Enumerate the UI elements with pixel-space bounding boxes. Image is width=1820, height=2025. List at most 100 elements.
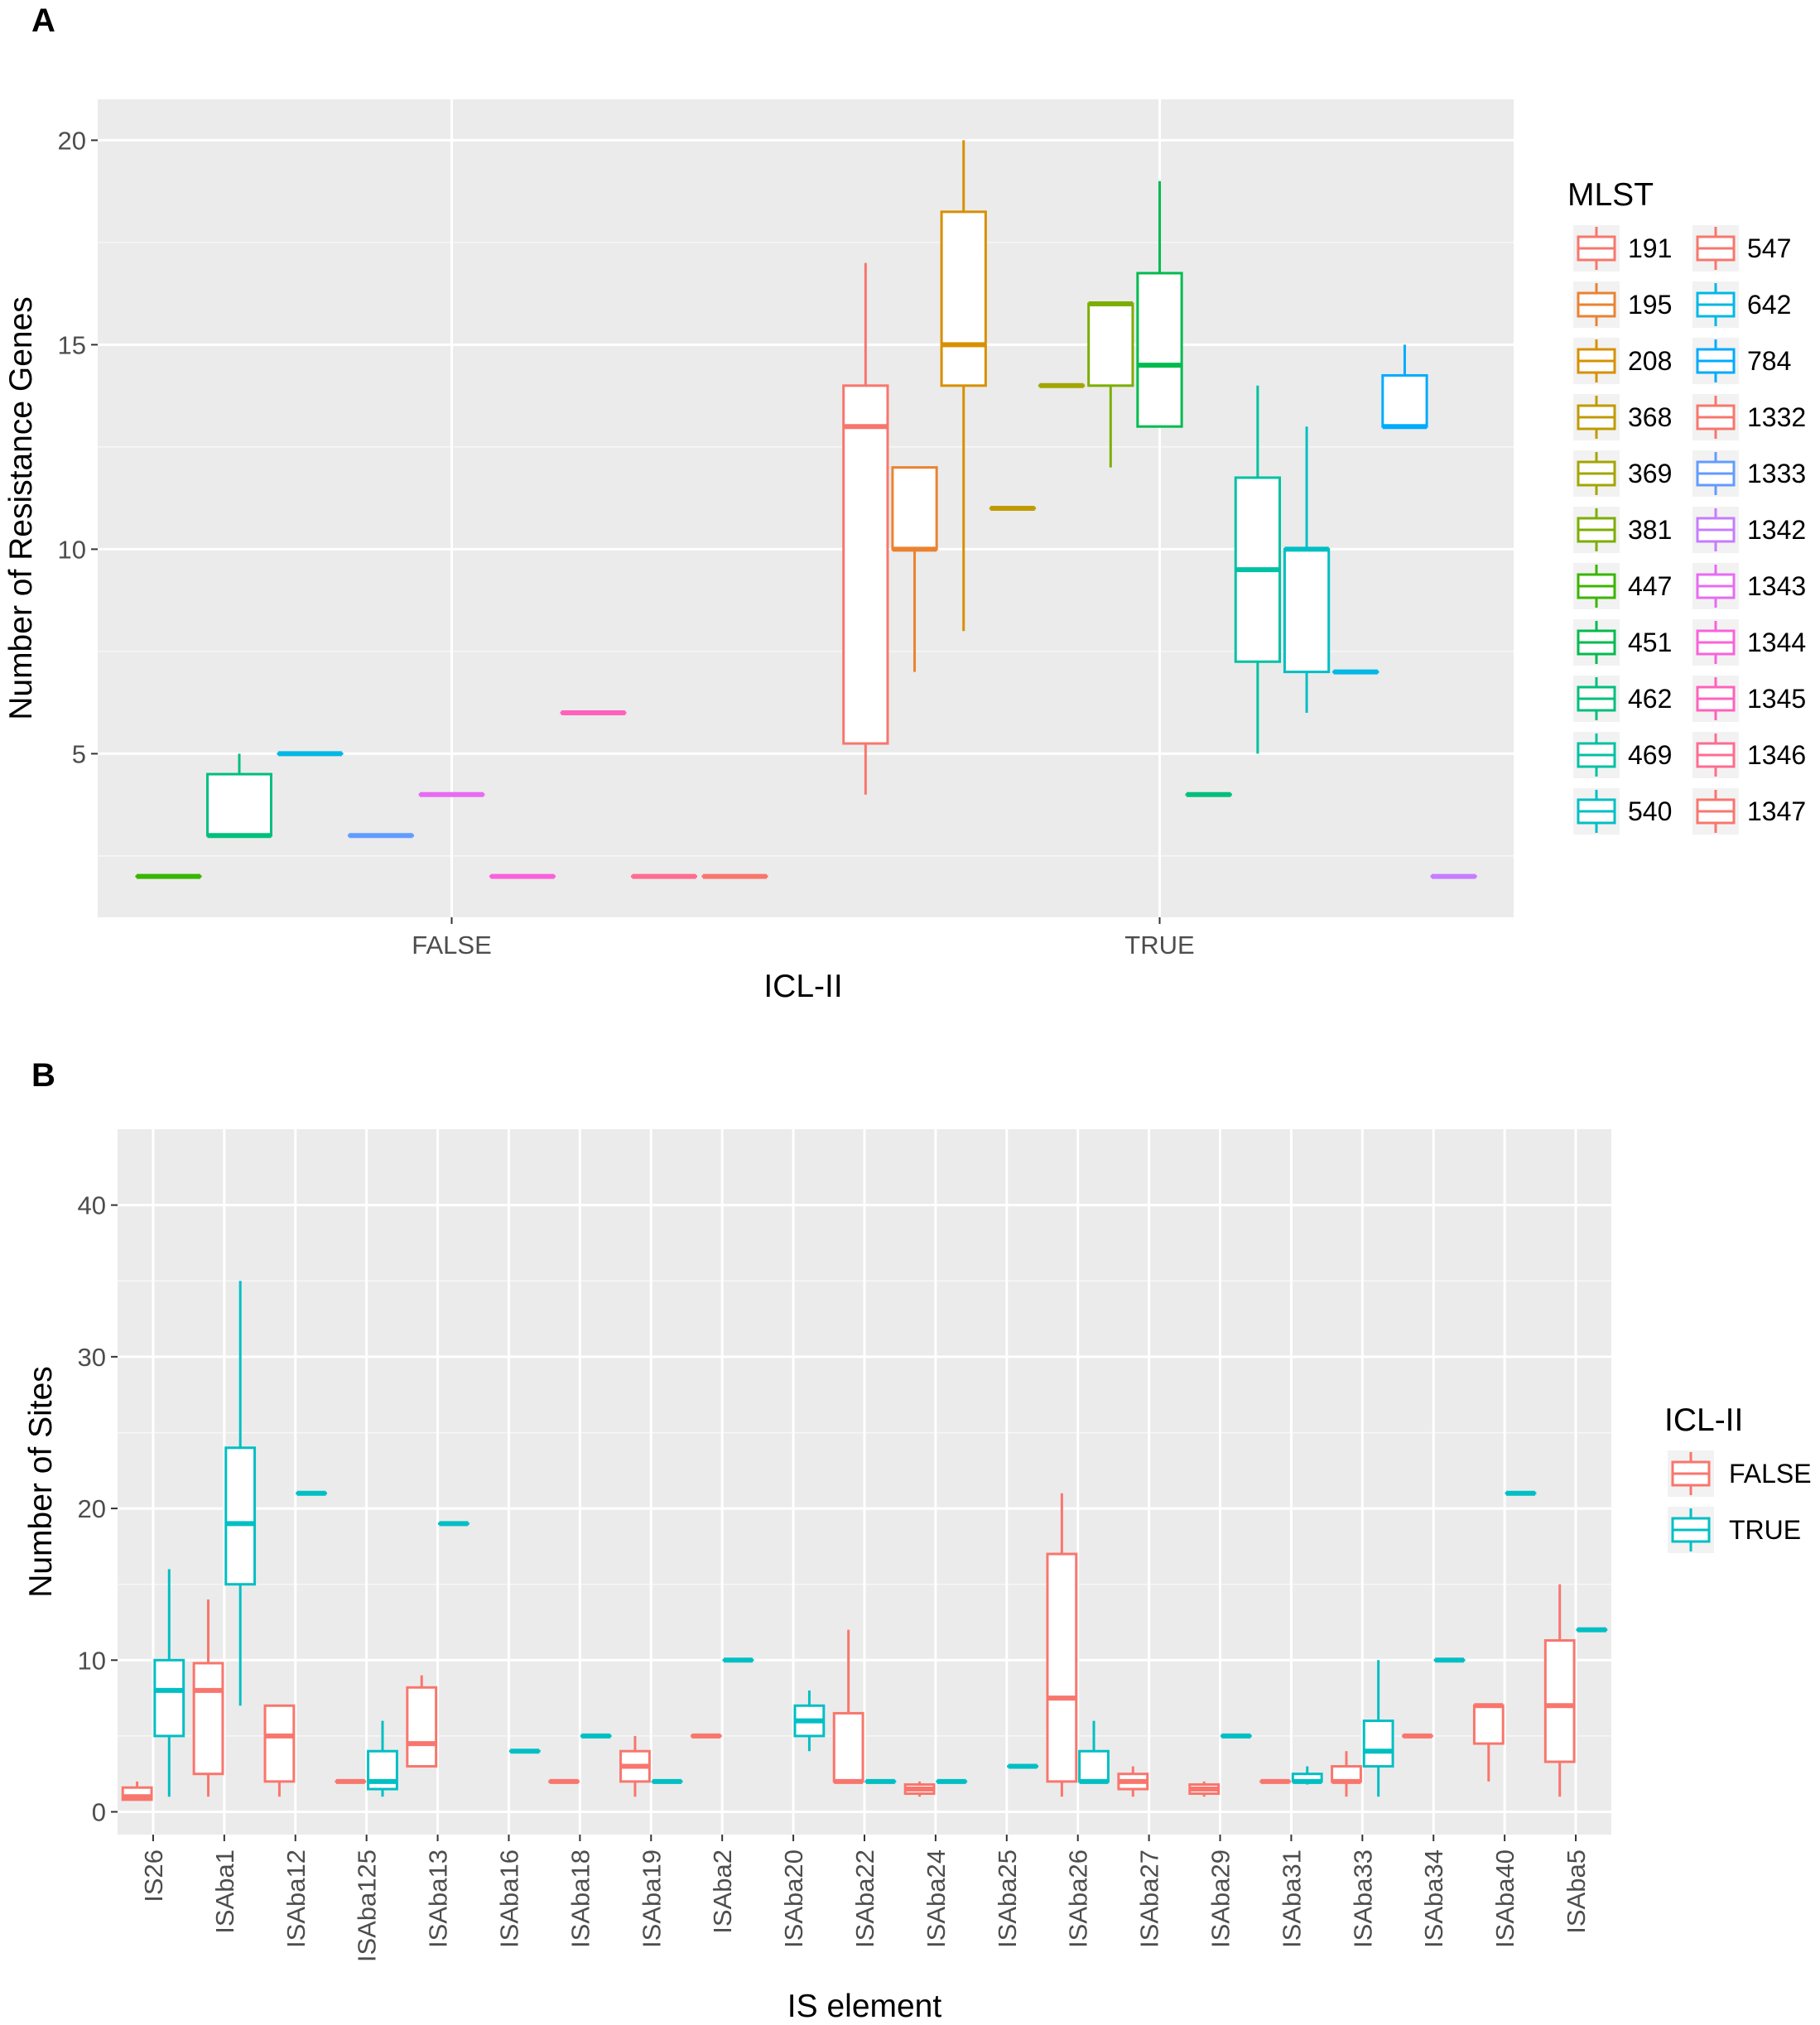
panel-a-y-ticks: 5 10 15 20 [58,126,98,768]
panel-a-x-axis-title: ICL-II [763,969,842,1004]
y-tick-label: 20 [78,1494,106,1523]
y-tick-label: 20 [58,126,86,155]
panel-a: A 5 10 15 20 FALSE TRUE ICL-II Number of Res… [3,2,1806,1004]
panel-b-x-axis-title: IS element [787,1989,942,2024]
legend-label-1333: 1333 [1747,459,1806,488]
y-tick-label: 10 [58,535,86,564]
box-mlst-208 [940,140,987,632]
legend-key-191 [1573,225,1620,272]
legend-key-208 [1573,338,1620,384]
box-body [1283,547,1331,674]
panel-a-y-axis-title: Number of Resistance Genes [3,296,39,720]
x-tick-label: FALSE [412,931,492,960]
box-body [1362,1720,1394,1768]
legend-key-547 [1692,225,1739,272]
x-tick-label: ISAba26 [1064,1849,1093,1948]
box-true-ISAba1 [224,1281,257,1706]
x-tick-label: ISAba12 [282,1849,311,1948]
panel-b-legend: FALSE TRUE [1668,1450,1812,1553]
box-false-ISAba24 [903,1781,936,1797]
panel-b-y-ticks: 0 10 20 30 40 [78,1191,118,1827]
legend-key-381 [1573,507,1620,553]
y-tick-label: 5 [72,739,86,768]
x-tick-label: IS26 [139,1849,168,1902]
box-body [832,1711,864,1783]
panel-b-legend-title: ICL-II [1664,1402,1743,1438]
panel-b-x-ticks: IS26 ISAba1 ISAba12 ISAba125 ISAba13 ISAba16 I… [139,1835,1591,1962]
panel-b: B 0 10 20 30 40 IS26 ISAba1 ISAba12 ISAba125 ISA… [23,1057,1812,2024]
legend-label-469: 469 [1628,740,1672,770]
x-tick-label: ISAba27 [1135,1849,1164,1948]
x-tick-label: ISAba33 [1348,1849,1377,1948]
box-true-ISAba31 [1291,1766,1323,1785]
legend-key-1333 [1692,450,1739,497]
legend-label-642: 642 [1747,290,1791,320]
panel-a-legend: 191 195 208 368 369 381 447 451 462 469 540 547 642 7… [1573,225,1806,835]
box-true-ISAba20 [793,1690,826,1752]
legend-label-true: TRUE [1729,1515,1801,1545]
x-tick-label: ISAba16 [494,1849,523,1948]
box-true-ISAba125 [367,1720,398,1797]
x-tick-label: ISAba2 [708,1849,737,1934]
legend-key-469 [1573,732,1620,778]
box-mlst-381 [1087,301,1134,468]
legend-key-540 [1573,788,1620,835]
legend-key-1342 [1692,507,1739,553]
box-body [1543,1638,1576,1763]
box-false-ISAba27 [1117,1766,1149,1797]
box-body [1381,373,1428,428]
legend-label-1344: 1344 [1747,628,1806,657]
x-tick-label: ISAba29 [1206,1849,1235,1948]
panel-b-boxes [121,1281,1608,1801]
box-body [1136,272,1183,428]
box-body [206,772,272,837]
legend-label-1345: 1345 [1747,684,1806,714]
legend-key-1344 [1692,619,1739,666]
x-tick-label: ISAba125 [353,1849,382,1962]
legend-key-true [1668,1507,1714,1553]
x-tick-label: ISAba19 [637,1849,666,1948]
box-body [1472,1704,1505,1745]
x-tick-label: ISAba5 [1562,1849,1591,1934]
box-false-ISAba40 [1472,1703,1505,1782]
legend-label-451: 451 [1628,628,1672,657]
box-body [224,1446,257,1586]
y-tick-label: 30 [78,1343,106,1372]
box-mlst-469 [1234,385,1282,754]
box-body [940,210,987,387]
legend-label-1332: 1332 [1747,402,1806,432]
panel-b-grid [118,1129,1611,1835]
box-body [263,1704,296,1783]
x-tick-label: ISAba34 [1419,1849,1448,1948]
legend-key-1343 [1692,563,1739,609]
legend-key-369 [1573,450,1620,497]
panel-a-plot-background [98,99,1514,917]
box-mlst-451 [1136,180,1183,428]
legend-key-195 [1573,281,1620,328]
box-true-IS26 [153,1569,185,1797]
box-false-ISAba19 [619,1735,651,1797]
x-tick-label: ISAba20 [779,1849,808,1948]
box-false-ISAba12 [263,1704,296,1797]
x-tick-label: ISAba22 [850,1849,879,1948]
legend-key-451 [1573,619,1620,666]
x-tick-label: ISAba25 [993,1849,1022,1948]
y-tick-label: 15 [58,330,86,359]
legend-label-369: 369 [1628,459,1672,488]
box-body [153,1658,185,1738]
box-false-ISAba29 [1188,1781,1221,1797]
legend-key-368 [1573,394,1620,440]
legend-label-208: 208 [1628,346,1672,376]
box-false-ISAba1 [192,1599,224,1797]
panel-b-y-axis-title: Number of Sites [23,1366,59,1598]
x-tick-label: ISAba13 [424,1849,453,1948]
legend-key-false [1668,1450,1714,1497]
x-tick-label: ISAba1 [210,1849,239,1934]
legend-label-368: 368 [1628,402,1672,432]
box-mlst-462 [206,753,272,839]
panel-b-letter: B [31,1057,55,1094]
box-true-ISAba33 [1362,1660,1394,1797]
box-mlst-195 [891,466,938,672]
legend-key-1332 [1692,394,1739,440]
